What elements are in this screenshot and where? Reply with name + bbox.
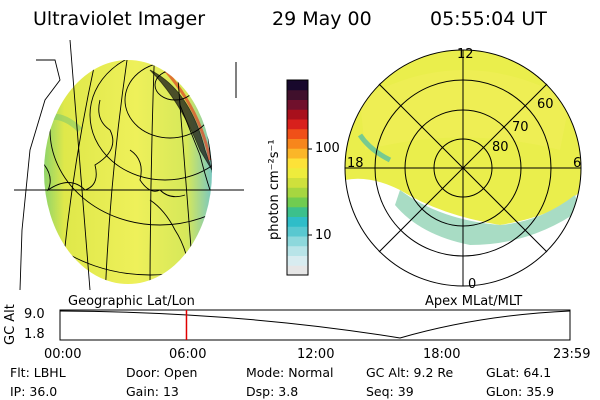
status-ip: IP: 36.0 (10, 384, 58, 399)
colorbar-cell (287, 119, 308, 130)
altitude-axis-label: GC Alt (3, 304, 18, 345)
colorbar-cell (287, 226, 308, 237)
mlat-label-60: 60 (537, 97, 554, 112)
status-mode: Mode: Normal (246, 365, 334, 380)
colorbar-tick-100: 100 (315, 141, 340, 156)
apex-caption: Apex MLat/MLT (425, 294, 523, 309)
colorbar-cell (287, 89, 308, 100)
colorbar-cell (287, 265, 308, 276)
colorbar-cell (287, 187, 308, 198)
instrument-title: Ultraviolet Imager (33, 8, 206, 30)
status-glat: GLat: 64.1 (486, 365, 552, 380)
date-label: 29 May 00 (272, 8, 372, 30)
mlt-label-6: 6 (573, 156, 582, 171)
colorbar-cell (287, 177, 308, 188)
colorbar-cell (287, 245, 308, 256)
geographic-caption: Geographic Lat/Lon (68, 294, 195, 309)
time-tick-2359: 23:59 (553, 347, 591, 362)
colorbar-cell (287, 255, 308, 266)
altitude-tick-low: 1.8 (24, 327, 45, 342)
status-gain: Gain: 13 (126, 384, 179, 399)
colorbar-cell (287, 197, 308, 208)
colorbar-cell (287, 167, 308, 178)
status-gc-alt: GC Alt: 9.2 Re (366, 365, 454, 380)
mlat-label-80: 80 (492, 140, 509, 155)
status-glon: GLon: 35.9 (486, 384, 555, 399)
colorbar-cell (287, 138, 308, 149)
colorbar-cell (287, 99, 308, 110)
status-seq: Seq: 39 (366, 384, 414, 399)
colorbar-cell (287, 80, 308, 91)
mlt-label-18: 18 (347, 156, 364, 171)
mlt-label-12: 12 (457, 47, 474, 62)
colorbar-cell (287, 109, 308, 120)
altitude-curve (59, 310, 571, 339)
time-tick-0000: 00:00 (44, 347, 82, 362)
status-door: Door: Open (126, 365, 198, 380)
altitude-tick-high: 9.0 (24, 307, 45, 322)
time-label: 05:55:04 UT (430, 8, 547, 30)
colorbar-cell (287, 216, 308, 227)
time-tick-0600: 06:00 (169, 347, 207, 362)
mlat-label-70: 70 (512, 120, 529, 135)
colorbar-cell (287, 236, 308, 247)
status-flt: Flt: LBHL (10, 365, 66, 380)
time-tick-1800: 18:00 (423, 347, 461, 362)
colorbar-cell (287, 206, 308, 217)
colorbar-cell (287, 158, 308, 169)
time-tick-1200: 12:00 (297, 347, 335, 362)
colorbar-cell (287, 128, 308, 139)
status-dsp: Dsp: 3.8 (246, 384, 299, 399)
mlt-label-0: 0 (468, 277, 477, 292)
colorbar-tick-10: 10 (315, 228, 332, 243)
colorbar-cell (287, 148, 308, 159)
